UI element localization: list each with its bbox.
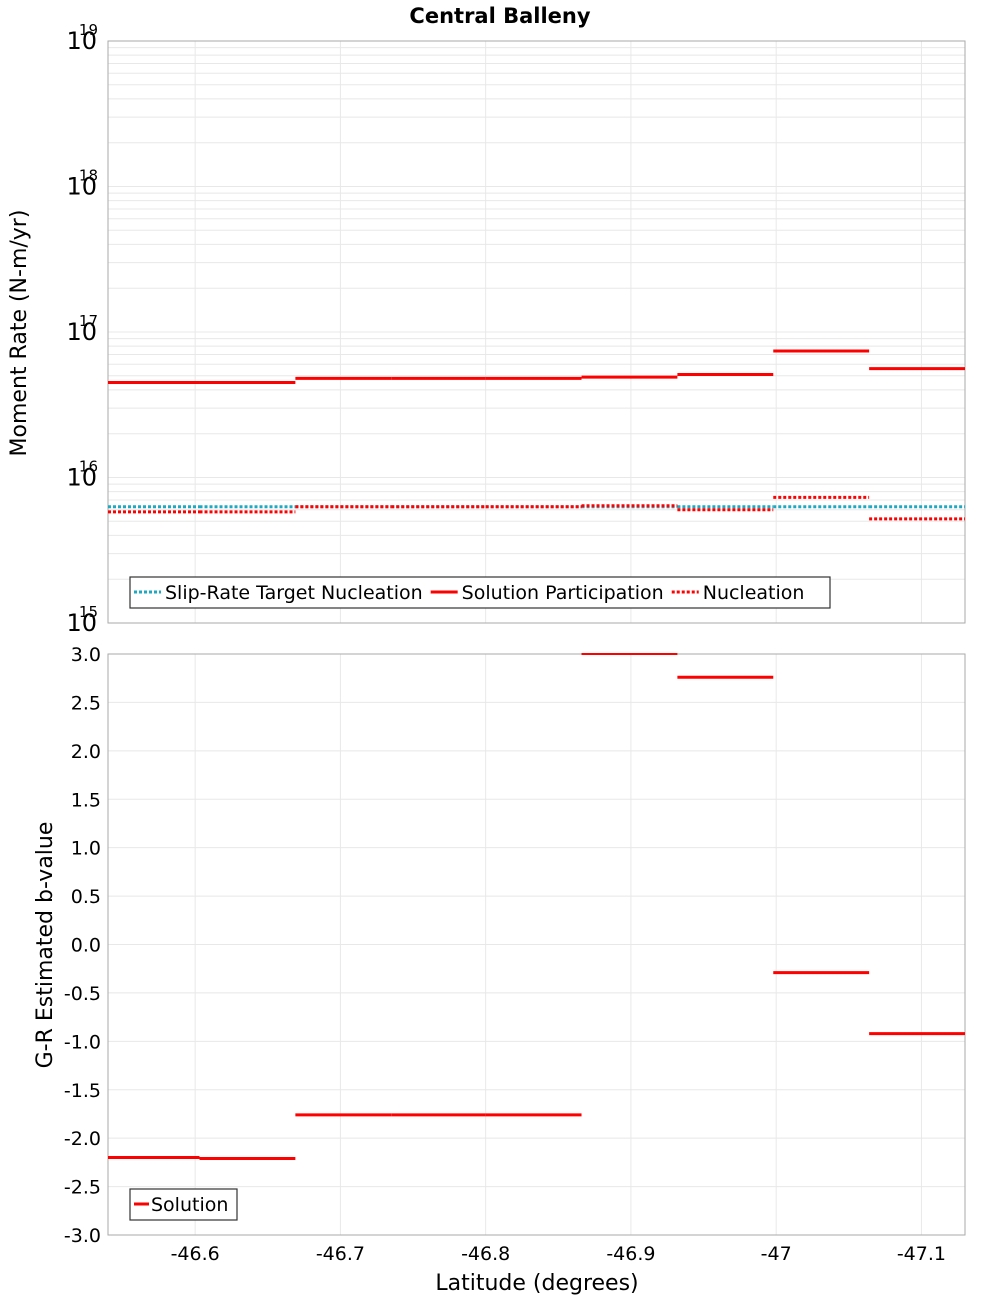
top-y-tick-base: 10 <box>66 464 97 492</box>
top-y-tick-base: 10 <box>66 173 97 201</box>
top-y-tick-exponent: 18 <box>79 167 98 185</box>
top-y-tick-exponent: 17 <box>79 312 98 330</box>
top-y-axis-label: Moment Rate (N-m/yr) <box>7 210 32 457</box>
top-legend: Slip-Rate Target Nucleation Solution Part… <box>129 576 831 609</box>
top-y-tick-exponent: 16 <box>79 458 98 476</box>
top-plot-frame <box>107 40 966 624</box>
bottom-y-tick-label: -2.0 <box>64 1128 101 1150</box>
bottom-y-tick-label: -2.5 <box>64 1177 101 1199</box>
x-tick-label: -46.9 <box>606 1243 655 1265</box>
bottom-y-axis-label: G-R Estimated b-value <box>33 822 58 1069</box>
x-tick-label: -46.8 <box>461 1243 510 1265</box>
top-y-tick-exponent: 15 <box>79 603 98 621</box>
b-value-panel: 3.0 2.5 2.0 1.5 1.0 0.5 0.0 -0.5 -1.0 -1.5 -2.0 -2.… <box>64 644 966 1265</box>
x-tick-label: -47 <box>761 1243 792 1265</box>
top-y-tick-base: 10 <box>66 27 97 55</box>
bottom-legend: Solution <box>129 1188 238 1221</box>
bottom-y-tick-label: -1.5 <box>64 1080 101 1102</box>
bottom-y-tick-label: 1.0 <box>71 838 101 860</box>
bottom-y-tick-label: 2.5 <box>71 692 101 714</box>
bottom-y-tick-label: 0.5 <box>71 886 101 908</box>
legend-label: Solution Participation <box>462 582 664 604</box>
x-tick-label: -46.7 <box>316 1243 365 1265</box>
top-legend-box <box>129 576 831 609</box>
bottom-y-tick-label: 0.0 <box>71 935 101 957</box>
bottom-y-tick-label: -1.0 <box>64 1031 101 1053</box>
bottom-y-tick-label: 2.0 <box>71 741 101 763</box>
legend-label: Slip-Rate Target Nucleation <box>165 582 423 604</box>
top-y-tick-base: 10 <box>66 609 97 637</box>
bottom-y-tick-label: 1.5 <box>71 789 101 811</box>
legend-label: Solution <box>151 1194 228 1216</box>
bottom-y-tick-label: -0.5 <box>64 983 101 1005</box>
top-y-tick-exponent: 19 <box>79 21 98 39</box>
x-axis-label: Latitude (degrees) <box>435 1271 638 1296</box>
top-y-tick-base: 10 <box>66 318 97 346</box>
x-tick-label: -47.1 <box>897 1243 946 1265</box>
bottom-plot-frame <box>107 653 966 1236</box>
bottom-y-tick-label: 3.0 <box>71 644 101 666</box>
x-tick-label: -46.6 <box>171 1243 220 1265</box>
chart-title: Central Balleny <box>409 4 590 28</box>
bottom-y-tick-label: -3.0 <box>64 1225 101 1247</box>
legend-label: Nucleation <box>703 582 805 604</box>
